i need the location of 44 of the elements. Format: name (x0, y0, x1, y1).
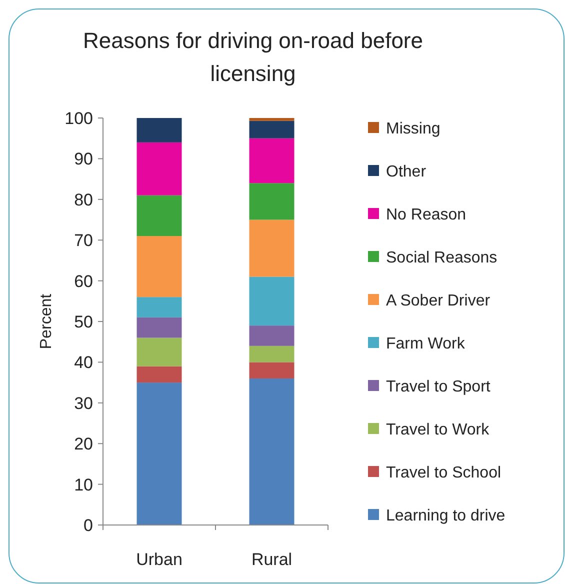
legend-label: Learning to drive (386, 508, 506, 525)
x-tick-label: Urban (136, 550, 182, 569)
bar (136, 236, 182, 298)
x-tick-label: Rural (251, 550, 292, 569)
y-tick-label: 30 (74, 394, 93, 413)
y-axis-title: Percent (38, 293, 55, 350)
legend-label: Travel to Sport (386, 378, 491, 396)
y-tick-label: 40 (74, 353, 93, 372)
bar (136, 338, 182, 366)
bar (136, 366, 182, 383)
bar (136, 297, 182, 318)
legend-label: Social Reasons (386, 250, 498, 267)
bar (136, 382, 182, 525)
legend-label: Missing (386, 120, 440, 138)
bar (249, 362, 294, 378)
bar (249, 220, 294, 277)
legend-label: Farm Work (386, 336, 466, 353)
legend-label: Travel to Work (386, 422, 490, 439)
y-tick-label: 0 (84, 516, 93, 535)
y-tick-label: 80 (74, 190, 93, 210)
bar (136, 195, 182, 236)
bar (136, 118, 182, 142)
bar (136, 142, 182, 196)
y-tick-label: 60 (74, 272, 93, 291)
bar (249, 378, 294, 525)
y-tick-label: 20 (74, 434, 93, 454)
y-tick-label: 50 (74, 312, 93, 332)
legend-label: Other (386, 164, 427, 181)
bar (249, 346, 294, 362)
bar (249, 138, 294, 184)
bar (249, 326, 294, 346)
chart-title: Reasons for driving on-road before licensing (83, 28, 423, 86)
bar (249, 118, 294, 121)
legend-label: No Reason (386, 206, 466, 224)
y-tick-label: 100 (64, 108, 93, 128)
legend-label: Travel to School (386, 464, 502, 482)
legend-label: A Sober Driver (386, 292, 491, 310)
bar (249, 120, 294, 138)
y-tick-label: 70 (74, 231, 93, 250)
bar (249, 276, 294, 326)
y-tick-label: 10 (74, 475, 93, 494)
y-tick-label: 90 (74, 150, 93, 169)
bar (136, 317, 182, 338)
bar (249, 183, 294, 220)
